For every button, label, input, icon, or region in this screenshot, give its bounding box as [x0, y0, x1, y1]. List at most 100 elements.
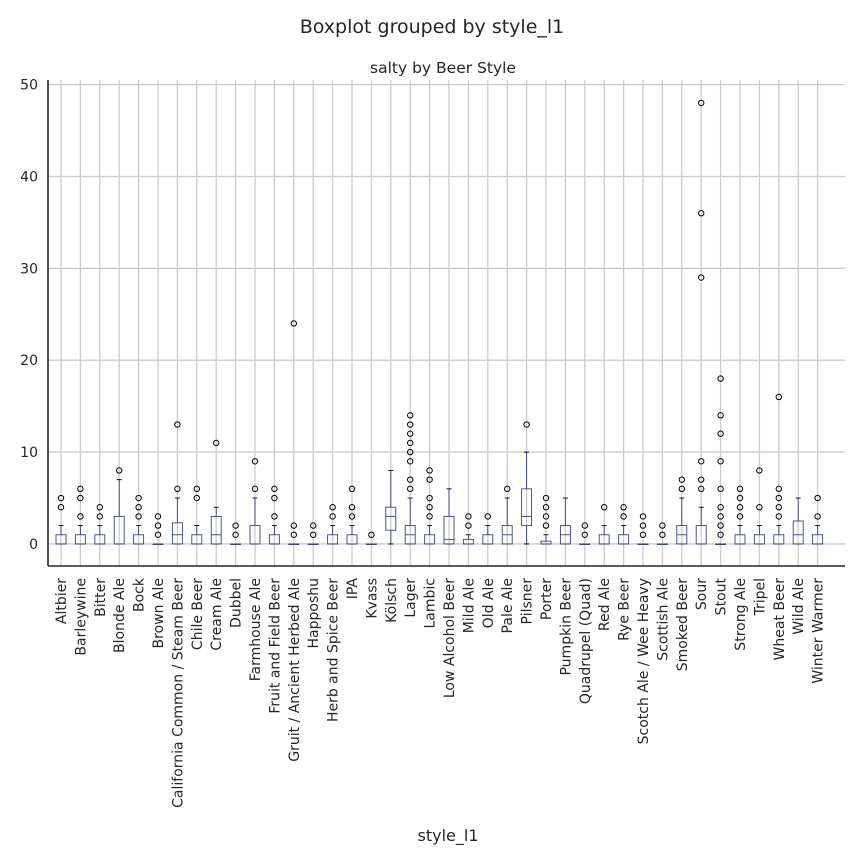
outlier-point	[717, 375, 724, 382]
outlier-point	[348, 513, 356, 520]
box-32	[656, 522, 668, 546]
outlier-point	[698, 210, 705, 217]
outlier-point	[775, 504, 782, 511]
chart-title: salty by Beer Style	[370, 59, 516, 77]
outlier-point	[775, 494, 782, 502]
x-tick-label: Herb and Spice Beer	[326, 578, 342, 722]
iqr-box	[443, 515, 455, 545]
box-22	[462, 513, 474, 545]
x-tick-labels: Altbier Barleywine Bitter Blonde Ale Bock Bro…	[54, 577, 827, 808]
x-tick-label: Porter	[539, 578, 555, 620]
y-tick-label: 10	[20, 445, 38, 461]
outlier-point	[57, 494, 65, 502]
outlier-point	[77, 494, 84, 502]
box-18	[385, 470, 397, 545]
box-14	[307, 522, 319, 546]
x-tick-label: Lambic	[423, 578, 439, 629]
x-tick-label: Old Ale	[481, 578, 497, 628]
outlier-point	[116, 467, 123, 474]
box-13	[288, 320, 300, 546]
outlier-point	[717, 412, 724, 419]
outlier-point	[659, 531, 666, 538]
box-20	[424, 467, 436, 545]
outlier-point	[736, 485, 744, 493]
box-36	[734, 485, 746, 545]
box-8	[191, 485, 203, 545]
outlier-point	[407, 430, 414, 437]
box-27	[559, 497, 571, 545]
box-31	[637, 513, 649, 546]
outlier-point	[154, 531, 162, 538]
x-tick-label: Strong Ale	[733, 578, 749, 651]
box-6	[152, 513, 164, 546]
outlier-point	[154, 522, 162, 529]
outlier-point	[484, 513, 491, 520]
box-35	[715, 375, 727, 546]
outlier-point	[135, 504, 142, 511]
iqr-box	[385, 506, 397, 531]
outlier-point	[174, 421, 181, 428]
box-28	[579, 522, 591, 546]
outlier-point	[77, 513, 84, 520]
outlier-point	[717, 430, 724, 437]
outlier-point	[542, 513, 550, 520]
outlier-point	[659, 522, 666, 529]
x-tick-label: Happoshu	[306, 578, 322, 649]
outlier-point	[756, 504, 763, 511]
outlier-point	[639, 531, 647, 538]
x-tick-label: Dubbel	[229, 578, 245, 628]
outlier-point	[290, 531, 297, 538]
outlier-point	[542, 522, 550, 529]
outlier-point	[775, 485, 782, 493]
x-tick-label: Altbier	[54, 578, 70, 624]
outlier-point	[601, 504, 608, 511]
outlier-point	[96, 504, 104, 511]
outlier-point	[504, 485, 511, 493]
x-tick-label: IPA	[345, 578, 361, 600]
box-3	[94, 504, 106, 545]
box-1	[55, 494, 67, 545]
box-5	[133, 494, 145, 545]
box-30	[618, 504, 630, 545]
x-tick-label: Pale Ale	[500, 578, 516, 633]
iqr-box	[792, 520, 804, 545]
x-tick-label: Pilsner	[520, 578, 536, 625]
x-tick-label: Wheat Beer	[772, 578, 788, 661]
x-axis-label: style_l1	[418, 826, 479, 846]
outlier-point	[736, 513, 744, 520]
x-tick-label: Kölsch	[384, 578, 400, 623]
outlier-point	[717, 513, 724, 520]
outlier-point	[77, 485, 84, 493]
y-tick-label: 50	[20, 78, 38, 94]
outlier-point	[329, 504, 336, 511]
outlier-point	[620, 504, 627, 511]
outlier-point	[251, 458, 259, 465]
outlier-point	[717, 531, 724, 538]
outlier-point	[232, 531, 239, 538]
box-33	[676, 476, 688, 545]
y-tick-label: 0	[29, 537, 38, 553]
outlier-point	[698, 99, 705, 107]
box-15	[327, 504, 339, 545]
outlier-point	[96, 513, 104, 520]
outlier-point	[271, 494, 278, 502]
box-16	[346, 485, 358, 545]
axes-layer	[47, 80, 845, 567]
box-12	[268, 485, 280, 545]
outlier-point	[775, 393, 782, 401]
box-9	[210, 439, 222, 545]
x-tick-label: Farmhouse Ale	[248, 578, 264, 681]
x-tick-label: Tripel	[752, 578, 768, 617]
outlier-point	[290, 522, 297, 529]
outlier-point	[426, 494, 433, 502]
outlier-point	[542, 504, 550, 511]
outlier-point	[407, 458, 414, 465]
y-tick-label: 30	[20, 261, 38, 277]
outlier-point	[678, 485, 685, 493]
outlier-point	[193, 485, 201, 493]
x-tick-label: Pumpkin Beer	[558, 578, 574, 676]
x-tick-label: Fruit and Field Beer	[267, 578, 283, 714]
x-tick-label: Sour	[694, 578, 710, 610]
box-2	[74, 485, 86, 545]
outlier-point	[348, 504, 356, 511]
